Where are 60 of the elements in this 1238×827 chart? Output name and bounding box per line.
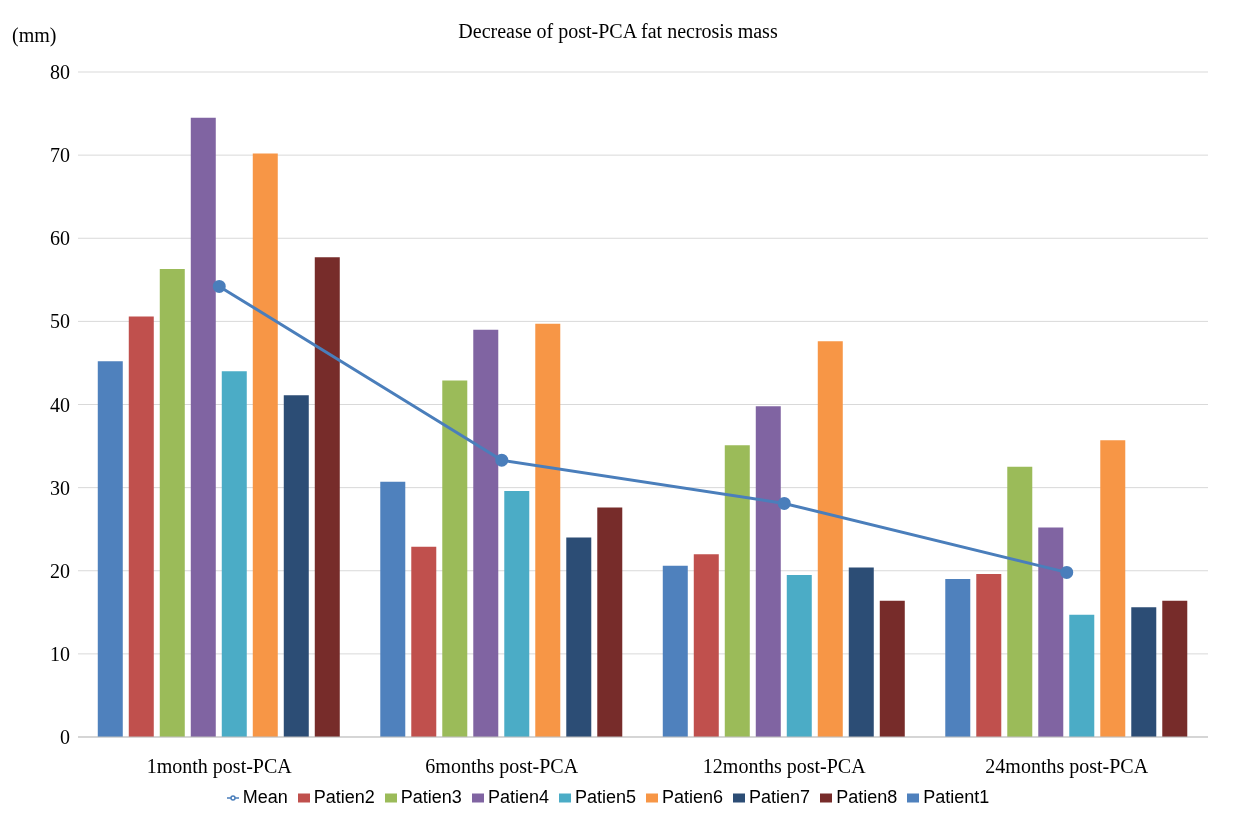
- point: [212, 279, 226, 293]
- bar: [411, 546, 437, 737]
- bar: [1131, 607, 1157, 737]
- bar: [190, 117, 216, 737]
- bar: [380, 481, 406, 737]
- point: [1060, 565, 1074, 579]
- bar: [252, 153, 278, 737]
- bar: [1162, 600, 1188, 737]
- bar: [1007, 466, 1033, 737]
- bar: [724, 445, 750, 737]
- bar: [473, 329, 499, 737]
- bar: [221, 371, 247, 737]
- bar: [314, 257, 340, 737]
- x-tick-label: 6months post-PCA: [425, 755, 579, 779]
- y-tick-label: 40: [50, 393, 70, 416]
- bar: [848, 567, 874, 737]
- bar: [535, 323, 561, 737]
- bar: [504, 490, 530, 737]
- legend-label: Mean: [242, 787, 288, 807]
- bar: [976, 574, 1002, 737]
- legend-label: Patien2: [313, 787, 375, 807]
- legend-label: Patien6: [662, 787, 724, 807]
- x-tick-label: 1month post-PCA: [146, 755, 293, 779]
- point: [495, 453, 509, 467]
- point: [777, 496, 791, 510]
- y-tick-label: 70: [50, 144, 70, 167]
- legend-label: Patient1: [923, 787, 990, 807]
- bar: [442, 380, 468, 737]
- bar: [755, 406, 781, 737]
- bar: [786, 574, 812, 737]
- bar: [1038, 527, 1064, 737]
- legend-label: Patien4: [487, 787, 549, 807]
- bar: [597, 507, 623, 737]
- legend-label: Patien8: [836, 787, 898, 807]
- y-tick-label: 50: [50, 310, 70, 333]
- bar: [662, 565, 688, 737]
- chart-title: Decrease of post-PCA fat necrosis mass: [458, 20, 778, 42]
- bar: [159, 269, 185, 737]
- y-tick-label: 0: [60, 726, 70, 749]
- bar: [128, 316, 154, 737]
- bar: [1069, 614, 1095, 737]
- y-tick-label: 60: [50, 227, 70, 250]
- y-tick-label: 20: [50, 559, 70, 582]
- legend-label: Patien5: [574, 787, 637, 807]
- legend-label: Patien3: [400, 787, 462, 807]
- bar: [283, 395, 309, 737]
- bar: [1100, 440, 1126, 737]
- bar: [97, 361, 123, 737]
- y-tick-label: 80: [50, 61, 70, 84]
- bar: [693, 554, 719, 737]
- y-tick-label: 10: [50, 642, 70, 665]
- bar: [817, 341, 843, 737]
- x-tick-label: 12months post-PCA: [702, 755, 867, 779]
- bar: [566, 537, 592, 737]
- bar: [879, 600, 905, 737]
- y-axis-title: (mm): [12, 24, 57, 47]
- x-tick-label: 24months post-PCA: [985, 755, 1149, 779]
- bar: [945, 579, 971, 737]
- y-tick-label: 30: [50, 476, 70, 499]
- legend-label: Patien7: [749, 787, 811, 807]
